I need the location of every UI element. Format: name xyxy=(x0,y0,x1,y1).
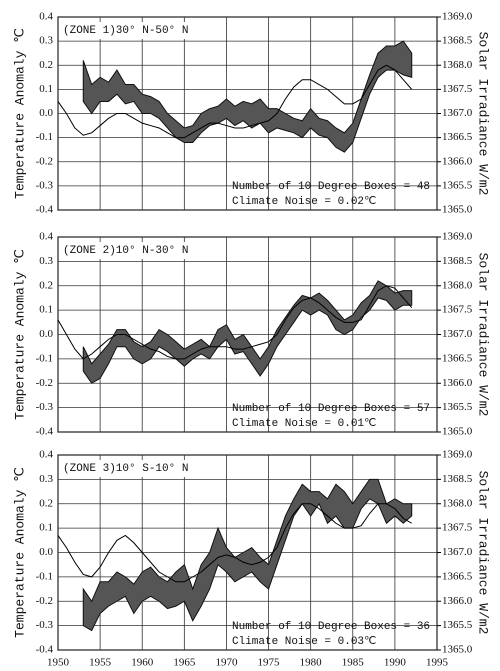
y-tick-label: 0.3 xyxy=(39,35,53,47)
y2-tick-label: 1369.0 xyxy=(442,449,473,461)
y2-tick-label: 1367.5 xyxy=(442,522,473,534)
x-tick-label: 1950 xyxy=(47,657,70,669)
annotation: Climate Noise = 0.03℃ xyxy=(232,636,376,648)
y-tick-label: -0.4 xyxy=(36,644,54,656)
y-tick-label: 0.4 xyxy=(39,449,53,461)
y-tick-label: -0.1 xyxy=(36,352,53,364)
y-axis-label: Temperature Anomaly ℃ xyxy=(12,28,27,199)
y2-tick-label: 1365.0 xyxy=(442,426,473,438)
title-bg xyxy=(60,460,210,477)
x-tick-label: 1990 xyxy=(384,657,407,669)
x-tick-label: 1985 xyxy=(342,657,365,669)
y-tick-label: -0.4 xyxy=(36,426,54,438)
solar-line xyxy=(57,64,413,139)
y2-tick-label: 1369.0 xyxy=(442,11,473,23)
y2-tick-label: 1365.5 xyxy=(442,619,473,631)
y2-tick-label: 1367.0 xyxy=(442,107,473,119)
y2-tick-label: 1366.5 xyxy=(442,131,473,143)
temperature-band xyxy=(82,280,413,384)
y-tick-label: 0.0 xyxy=(39,328,53,340)
y-tick-label: -0.2 xyxy=(36,155,53,167)
x-tick-label: 1965 xyxy=(173,657,196,669)
temperature-band xyxy=(82,40,413,153)
annotation: Climate Noise = 0.02℃ xyxy=(232,196,376,208)
y-axis-label: Temperature Anomaly ℃ xyxy=(12,467,27,638)
y2-tick-label: 1369.0 xyxy=(442,231,473,243)
x-tick-label: 1980 xyxy=(300,657,323,669)
y2-tick-label: 1368.0 xyxy=(442,497,473,509)
x-tick-label: 1960 xyxy=(131,657,154,669)
y-tick-label: -0.3 xyxy=(36,401,54,413)
y-tick-label: -0.3 xyxy=(36,619,54,631)
y-tick-label: 0.4 xyxy=(39,231,53,243)
y-tick-label: 0.2 xyxy=(39,279,53,291)
x-tick-label: 1955 xyxy=(89,657,112,669)
x-tick-label: 1975 xyxy=(258,657,281,669)
y-tick-label: 0.3 xyxy=(39,473,53,485)
y2-tick-label: 1367.5 xyxy=(442,83,473,95)
y2-tick-label: 1367.5 xyxy=(442,304,473,316)
y-tick-label: 0.0 xyxy=(39,546,53,558)
y-tick-label: -0.4 xyxy=(36,204,54,216)
panel-title: (ZONE 2)10° N-30° N xyxy=(63,245,188,257)
y2-tick-label: 1368.0 xyxy=(442,59,473,71)
panel-title: (ZONE 1)30° N-50° N xyxy=(63,25,188,37)
y-tick-label: 0.1 xyxy=(39,83,53,95)
y2-tick-label: 1365.0 xyxy=(442,644,473,656)
y-tick-label: 0.1 xyxy=(39,522,53,534)
title-bg xyxy=(60,242,210,259)
title-bg xyxy=(60,22,210,39)
y2-tick-label: 1366.5 xyxy=(442,352,473,364)
y2-tick-label: 1367.0 xyxy=(442,328,473,340)
panel-title: (ZONE 3)10° S-10° N xyxy=(63,463,188,475)
y2-tick-label: 1367.0 xyxy=(442,546,473,558)
annotation: Number of 10 Degree Boxes = 48 xyxy=(232,181,430,193)
y2-tick-label: 1368.5 xyxy=(442,35,473,47)
y2-tick-label: 1366.5 xyxy=(442,570,473,582)
y-tick-label: 0.0 xyxy=(39,107,53,119)
y2-tick-label: 1368.5 xyxy=(442,255,473,267)
y2-tick-label: 1366.0 xyxy=(442,155,473,167)
y-axis-label: Temperature Anomaly ℃ xyxy=(12,249,27,420)
y-tick-label: -0.2 xyxy=(36,377,53,389)
y2-tick-label: 1365.5 xyxy=(442,401,473,413)
annotation: Number of 10 Degree Boxes = 57 xyxy=(232,403,430,415)
temperature-band xyxy=(82,478,413,632)
y-tick-label: -0.3 xyxy=(36,179,54,191)
y-tick-label: 0.1 xyxy=(39,304,53,316)
solar-line xyxy=(57,503,412,583)
x-tick-label: 1970 xyxy=(215,657,238,669)
y-tick-label: -0.2 xyxy=(36,595,53,607)
y2-axis-label: Solar Irradiance W/m2 xyxy=(476,253,491,417)
y2-tick-label: 1365.5 xyxy=(442,179,473,191)
annotation: Climate Noise = 0.01℃ xyxy=(232,418,376,430)
x-tick-label: 1995 xyxy=(426,657,449,669)
y2-tick-label: 1368.5 xyxy=(442,473,473,485)
y2-axis-label: Solar Irradiance W/m2 xyxy=(476,32,491,196)
y-tick-label: -0.1 xyxy=(36,570,53,582)
solar-line xyxy=(57,285,413,360)
y-tick-label: 0.4 xyxy=(39,11,53,23)
y2-tick-label: 1366.0 xyxy=(442,595,473,607)
y-tick-label: -0.1 xyxy=(36,131,53,143)
y2-tick-label: 1365.0 xyxy=(442,204,473,216)
y-tick-label: 0.3 xyxy=(39,255,53,267)
y-tick-label: 0.2 xyxy=(39,497,53,509)
y2-tick-label: 1366.0 xyxy=(442,377,473,389)
y2-tick-label: 1368.0 xyxy=(442,279,473,291)
y2-axis-label: Solar Irradiance W/m2 xyxy=(476,471,491,635)
y-tick-label: 0.2 xyxy=(39,59,53,71)
annotation: Number of 10 Degree Boxes = 36 xyxy=(232,621,430,633)
